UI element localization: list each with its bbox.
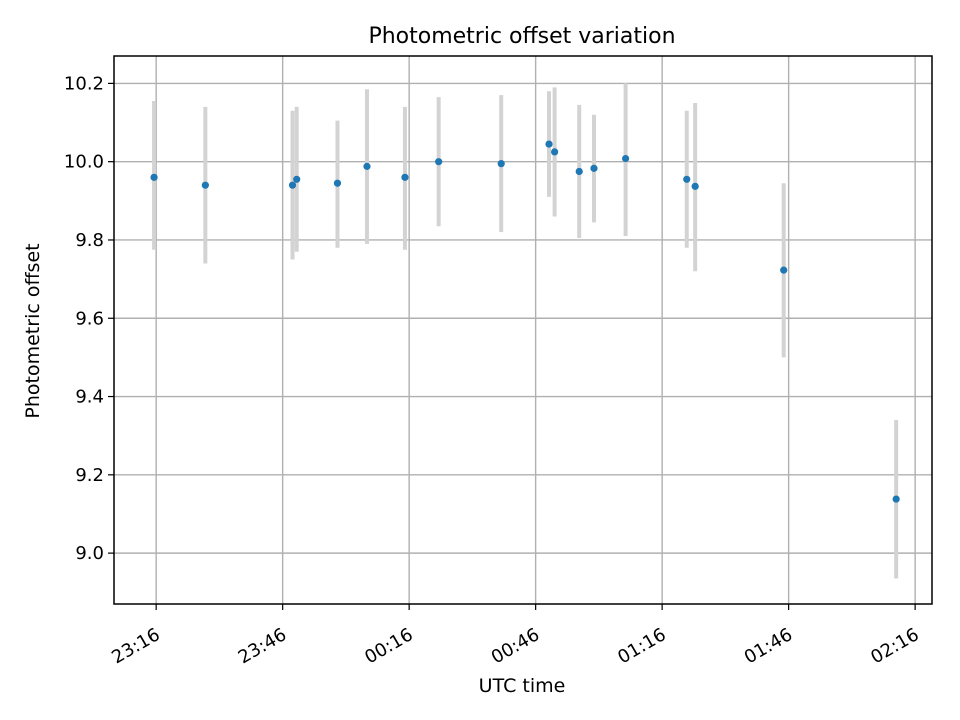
data-point bbox=[683, 175, 691, 183]
data-point bbox=[288, 181, 297, 189]
grid-layer bbox=[114, 56, 932, 604]
y-tick-label: 9.4 bbox=[75, 387, 104, 408]
data-point bbox=[401, 173, 409, 181]
data-point bbox=[333, 179, 342, 187]
data-point bbox=[497, 160, 505, 168]
data-point bbox=[545, 140, 553, 148]
plot-frame bbox=[113, 55, 933, 605]
x-axis-label: UTC time bbox=[479, 675, 566, 697]
data-point bbox=[590, 164, 598, 172]
data-point bbox=[363, 162, 371, 170]
y-tick-label: 9.0 bbox=[75, 543, 104, 564]
y-axis-label: Photometric offset bbox=[22, 243, 44, 418]
data-point bbox=[435, 158, 443, 166]
point-layer bbox=[150, 140, 900, 503]
chart-title: Photometric offset variation bbox=[368, 24, 675, 49]
y-tick-label: 10.0 bbox=[64, 152, 104, 173]
y-tick-label: 9.2 bbox=[75, 465, 104, 486]
data-point bbox=[150, 173, 158, 181]
data-point bbox=[293, 175, 301, 183]
y-tick-label: 9.8 bbox=[75, 230, 104, 251]
data-point bbox=[622, 154, 630, 163]
y-tick-label: 10.2 bbox=[64, 73, 104, 94]
data-point bbox=[201, 181, 209, 189]
data-point bbox=[780, 266, 788, 274]
y-ticks-layer: 9.0 9.2 9.4 9.6 9.8 10.0 10.2 bbox=[64, 73, 114, 564]
data-point bbox=[892, 495, 900, 503]
data-point bbox=[551, 148, 559, 156]
y-tick-label: 9.6 bbox=[75, 308, 104, 329]
data-point bbox=[691, 182, 699, 190]
data-point bbox=[575, 167, 583, 176]
